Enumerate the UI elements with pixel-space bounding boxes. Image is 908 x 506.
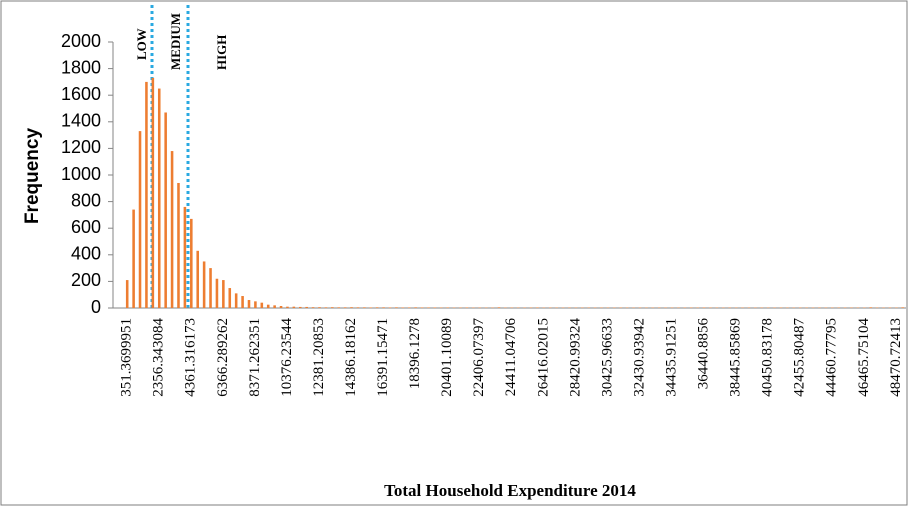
bar bbox=[382, 307, 385, 308]
bar bbox=[145, 81, 148, 309]
bar bbox=[363, 307, 366, 308]
x-tick-label: 34435.91251 bbox=[663, 318, 679, 397]
bar bbox=[414, 307, 417, 308]
bar bbox=[234, 293, 238, 308]
y-tick-label: 600 bbox=[71, 217, 101, 237]
bar bbox=[901, 307, 905, 308]
y-axis-title: Frequency bbox=[22, 128, 43, 225]
bar bbox=[388, 307, 392, 308]
x-tick-label: 20401.10089 bbox=[439, 318, 455, 397]
bar bbox=[427, 307, 430, 308]
bar bbox=[222, 280, 225, 308]
bar bbox=[497, 307, 501, 308]
y-tick-label: 2000 bbox=[61, 31, 101, 51]
bar bbox=[260, 302, 264, 308]
bar bbox=[311, 307, 315, 308]
x-tick-label: 46465.75104 bbox=[856, 318, 872, 397]
x-axis-title: Total Household Expenditure 2014 bbox=[384, 481, 636, 500]
x-tick-label: 42455.80487 bbox=[792, 318, 808, 397]
x-tick-label: 2356.343084 bbox=[151, 318, 167, 397]
x-tick-label: 28420.99324 bbox=[567, 318, 583, 397]
x-tick-label: 351.3699951 bbox=[119, 318, 135, 397]
x-tick-label: 26416.02015 bbox=[535, 318, 551, 397]
bar bbox=[138, 131, 142, 308]
bar bbox=[375, 307, 379, 308]
x-tick-label: 38445.85869 bbox=[728, 318, 744, 397]
bar bbox=[170, 151, 174, 308]
bar bbox=[465, 307, 469, 308]
bar bbox=[395, 307, 398, 308]
bar bbox=[536, 307, 539, 308]
x-tick-label: 48470.72413 bbox=[888, 318, 904, 397]
x-tick-label: 16391.15471 bbox=[375, 318, 391, 397]
bar bbox=[196, 250, 199, 308]
bar bbox=[132, 209, 135, 308]
bar bbox=[420, 307, 424, 308]
y-tick-label: 400 bbox=[71, 244, 101, 264]
y-tick-label: 1000 bbox=[61, 164, 101, 184]
y-tick-label: 0 bbox=[91, 297, 101, 317]
bar bbox=[305, 306, 308, 308]
x-tick-label: 30425.96633 bbox=[599, 318, 615, 397]
bar bbox=[407, 307, 411, 308]
bar bbox=[356, 307, 360, 308]
bar bbox=[209, 268, 212, 308]
x-tick-label: 44460.77795 bbox=[824, 318, 840, 397]
x-tick-label: 14386.18162 bbox=[343, 318, 359, 397]
bar bbox=[247, 300, 251, 308]
bar bbox=[369, 307, 373, 308]
y-tick-label: 1600 bbox=[61, 84, 101, 104]
x-tick-label: 4361.316173 bbox=[183, 318, 199, 397]
y-tick-label: 1800 bbox=[61, 57, 101, 77]
bar bbox=[298, 306, 302, 308]
bar bbox=[869, 307, 873, 308]
x-tick-label: 18396.1278 bbox=[407, 318, 423, 389]
bar bbox=[125, 280, 129, 308]
bar bbox=[228, 288, 232, 308]
bar bbox=[446, 307, 449, 308]
y-tick-label: 1400 bbox=[61, 111, 101, 131]
x-tick-label: 22406.07397 bbox=[471, 318, 487, 397]
bar bbox=[177, 182, 180, 308]
x-tick-label: 8371.262351 bbox=[247, 318, 263, 397]
bar bbox=[433, 307, 437, 308]
bar bbox=[343, 307, 347, 308]
bar bbox=[350, 307, 353, 308]
bar bbox=[279, 306, 283, 308]
y-tick-label: 200 bbox=[71, 270, 101, 290]
x-tick-label: 24411.04706 bbox=[503, 318, 519, 397]
bar bbox=[331, 307, 334, 308]
bar bbox=[273, 305, 276, 308]
bar bbox=[241, 296, 244, 308]
x-tick-label: 40450.83178 bbox=[760, 318, 776, 397]
bar bbox=[702, 307, 706, 308]
bar bbox=[164, 112, 167, 309]
bar bbox=[157, 88, 161, 308]
y-tick-label: 800 bbox=[71, 190, 101, 210]
x-tick-label: 10376.23544 bbox=[279, 318, 295, 397]
x-tick-label: 6366.289262 bbox=[215, 318, 231, 397]
bar bbox=[318, 307, 321, 308]
y-tick-label: 1200 bbox=[61, 137, 101, 157]
annotation: LOW bbox=[134, 28, 149, 60]
annotation: MEDIUM bbox=[168, 13, 183, 70]
bar bbox=[151, 77, 155, 308]
x-tick-label: 32430.93942 bbox=[631, 318, 647, 397]
bar bbox=[215, 278, 219, 308]
annotation: HIGH bbox=[214, 35, 229, 70]
bar bbox=[190, 218, 193, 308]
bar bbox=[401, 307, 405, 308]
bar bbox=[337, 307, 341, 308]
x-tick-label: 12381.20853 bbox=[311, 318, 327, 397]
bar bbox=[266, 304, 270, 308]
bar bbox=[324, 307, 328, 308]
x-tick-label: 36440.8856 bbox=[696, 318, 712, 390]
bar bbox=[292, 306, 296, 308]
bar bbox=[286, 306, 289, 308]
bar bbox=[183, 206, 187, 308]
bar bbox=[254, 301, 257, 308]
bar bbox=[202, 261, 206, 308]
